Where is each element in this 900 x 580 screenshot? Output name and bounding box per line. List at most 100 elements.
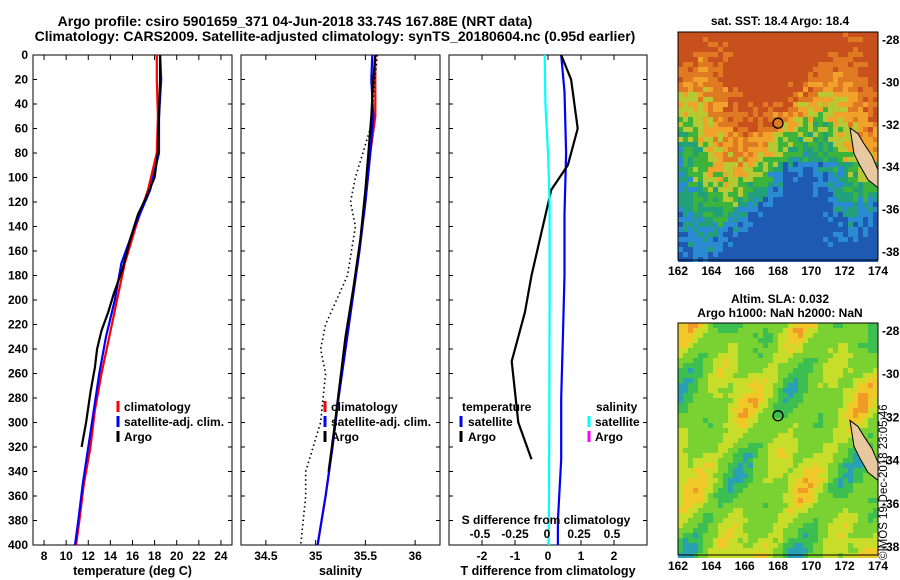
map-cell <box>723 177 728 182</box>
map-cell <box>733 227 738 232</box>
map-cell <box>728 122 733 127</box>
map-cell <box>718 518 723 523</box>
map-cell <box>728 338 733 343</box>
map-cell <box>693 132 698 137</box>
map-cell <box>823 172 828 177</box>
map-cell <box>693 433 698 438</box>
map-cell <box>793 222 798 227</box>
map-cell <box>748 478 753 483</box>
map-cell <box>678 247 683 252</box>
map-cell <box>748 533 753 538</box>
map-cell <box>728 87 733 92</box>
map-cell <box>863 142 868 147</box>
map-cell <box>853 207 858 212</box>
map-cell <box>748 528 753 533</box>
map-cell <box>863 393 868 398</box>
map-cell <box>783 493 788 498</box>
map-cell <box>763 413 768 418</box>
map-cell <box>758 142 763 147</box>
map-cell <box>793 177 798 182</box>
map-cell <box>823 373 828 378</box>
map-cell <box>743 127 748 132</box>
map-cell <box>853 413 858 418</box>
map-cell <box>768 177 773 182</box>
map-cell <box>698 538 703 543</box>
map-cell <box>858 528 863 533</box>
map-cell <box>833 463 838 468</box>
map-cell <box>688 237 693 242</box>
map-cell <box>793 187 798 192</box>
map-cell <box>833 458 838 463</box>
map-cell <box>838 137 843 142</box>
map-cell <box>858 533 863 538</box>
map-cell <box>808 413 813 418</box>
map-cell <box>808 373 813 378</box>
map-cell <box>688 438 693 443</box>
map-cell <box>823 237 828 242</box>
map-cell <box>843 32 848 37</box>
map-cell <box>818 408 823 413</box>
map-cell <box>728 518 733 523</box>
map-cell <box>753 433 758 438</box>
map-cell <box>838 242 843 247</box>
map-cell <box>718 548 723 553</box>
map-cell <box>793 217 798 222</box>
map-cell <box>683 328 688 333</box>
map-cell <box>758 388 763 393</box>
map-cell <box>843 393 848 398</box>
map-cell <box>688 227 693 232</box>
map-cell <box>688 348 693 353</box>
map-cell <box>723 508 728 513</box>
map-cell <box>803 242 808 247</box>
map-cell <box>763 533 768 538</box>
map-cell <box>793 448 798 453</box>
map-cell <box>703 483 708 488</box>
map-cell <box>793 408 798 413</box>
map-cell <box>808 247 813 252</box>
map-cell <box>823 503 828 508</box>
map-cell <box>708 222 713 227</box>
map-cell <box>833 47 838 52</box>
map-cell <box>678 207 683 212</box>
map-cell <box>843 202 848 207</box>
map-cell <box>788 493 793 498</box>
map-cell <box>853 232 858 237</box>
map-cell <box>803 107 808 112</box>
map-cell <box>678 468 683 473</box>
map-cell <box>763 363 768 368</box>
map-cell <box>853 167 858 172</box>
map-cell <box>868 548 873 553</box>
map-cell <box>728 508 733 513</box>
map-cell <box>703 112 708 117</box>
map-cell <box>713 237 718 242</box>
map-cell <box>773 197 778 202</box>
map-cell <box>768 518 773 523</box>
map-cell <box>718 373 723 378</box>
map-lat-tick: -36 <box>882 203 900 217</box>
map-cell <box>783 87 788 92</box>
map-cell <box>708 217 713 222</box>
map-cell <box>678 373 683 378</box>
map-cell <box>838 197 843 202</box>
map-cell <box>728 237 733 242</box>
map-cell <box>718 418 723 423</box>
map-cell <box>708 518 713 523</box>
map-cell <box>678 142 683 147</box>
map-cell <box>868 147 873 152</box>
map-cell <box>798 428 803 433</box>
map-cell <box>873 433 878 438</box>
map-cell <box>838 97 843 102</box>
map-cell <box>773 137 778 142</box>
map-cell <box>788 448 793 453</box>
map-cell <box>718 378 723 383</box>
map-cell <box>738 458 743 463</box>
map-cell <box>853 187 858 192</box>
map-cell <box>758 152 763 157</box>
map-cell <box>688 518 693 523</box>
map-cell <box>868 418 873 423</box>
map-cell <box>793 498 798 503</box>
map-lon-tick: 166 <box>735 264 755 278</box>
map-cell <box>753 518 758 523</box>
map-cell <box>833 438 838 443</box>
map-cell <box>678 77 683 82</box>
